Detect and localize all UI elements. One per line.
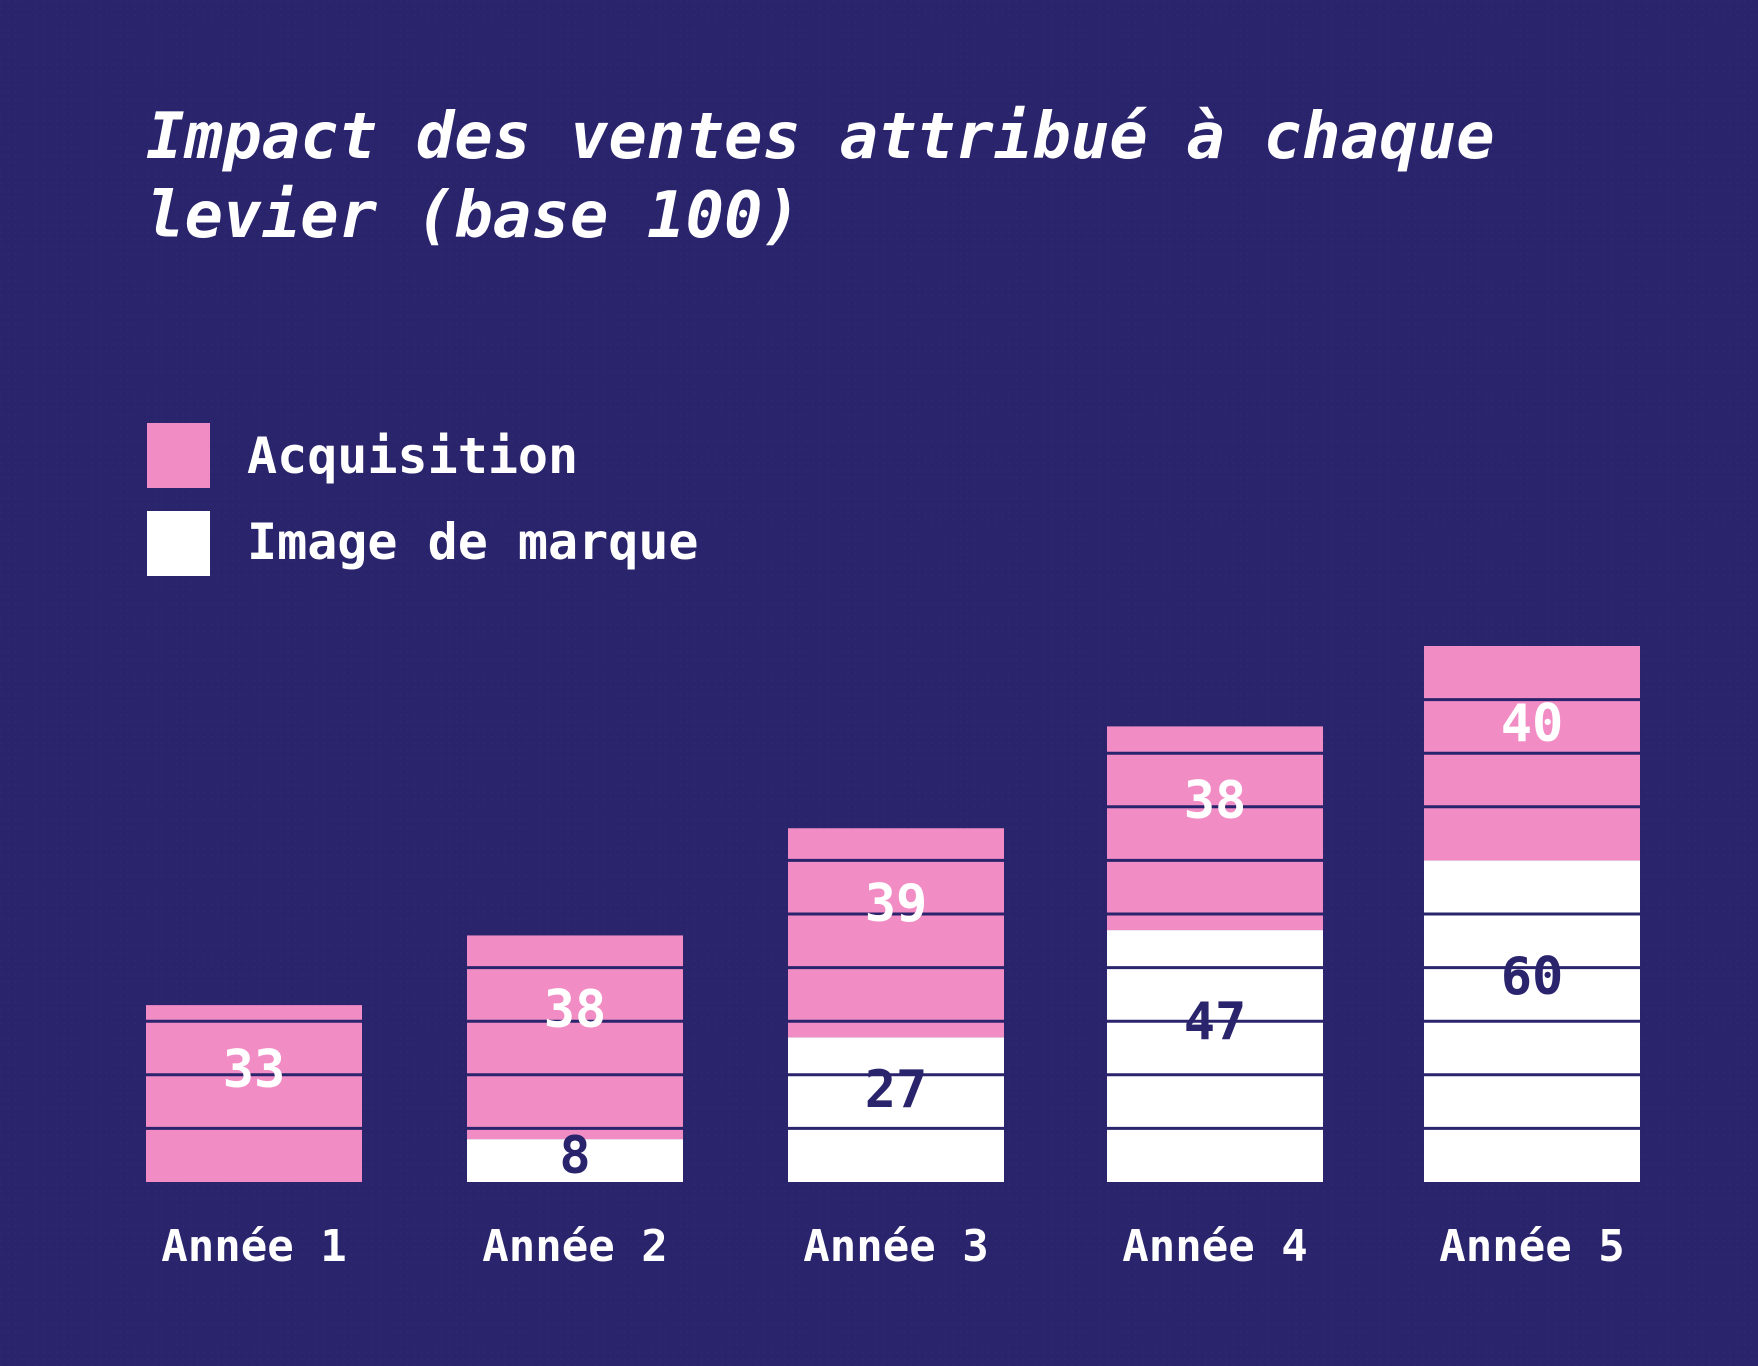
- bar-segment-image-de-marque-annee-4: [1107, 930, 1323, 1182]
- bar-group-annee-2: 8 38: [467, 935, 683, 1186]
- bar-group-annee-5: 60 40: [1424, 646, 1640, 1182]
- x-tick-label-annee-2: Année 2: [482, 1221, 667, 1272]
- legend-swatch-image-de-marque: [147, 511, 210, 576]
- data-label-acquisition-annee-4: 38: [1184, 771, 1247, 831]
- bar-segment-acquisition-annee-4: [1107, 726, 1323, 931]
- bar-segment-acquisition-annee-2: [467, 935, 683, 1140]
- bar-group-annee-4: 47 38: [1107, 726, 1323, 1182]
- chart-title: Impact des ventes attribué à chaque levi…: [146, 100, 1495, 253]
- data-label-acquisition-annee-2: 38: [544, 980, 607, 1040]
- legend: Acquisition Image de marque: [147, 423, 699, 576]
- data-label-acquisition-annee-5: 40: [1501, 694, 1564, 754]
- x-tick-label-annee-1: Année 1: [161, 1221, 346, 1272]
- legend-swatch-acquisition: [147, 423, 210, 488]
- data-label-acquisition-annee-1: 33: [223, 1040, 286, 1100]
- x-axis-labels: Année 1 Année 2 Année 3 Année 4 Année 5: [161, 1221, 1624, 1272]
- bar-segment-image-de-marque-annee-2: [467, 1139, 683, 1182]
- legend-item-image-de-marque: Image de marque: [147, 511, 699, 576]
- x-tick-label-annee-3: Année 3: [803, 1221, 988, 1272]
- data-label-image-de-marque-annee-5: 60: [1501, 947, 1564, 1007]
- bar-segment-image-de-marque-annee-3: [788, 1037, 1004, 1182]
- bar-segment-acquisition-annee-1: [146, 1005, 362, 1182]
- data-label-acquisition-annee-3: 39: [865, 874, 928, 934]
- data-label-image-de-marque-annee-2: 8: [559, 1126, 590, 1186]
- bars: 33 8 38 27 39 47 38 60 40: [146, 646, 1640, 1186]
- legend-item-acquisition: Acquisition: [147, 423, 578, 488]
- data-label-image-de-marque-annee-3: 27: [865, 1060, 928, 1120]
- bar-group-annee-3: 27 39: [788, 828, 1004, 1182]
- chart-title-line-2: levier (base 100): [146, 179, 801, 253]
- legend-label-image-de-marque: Image de marque: [247, 513, 699, 571]
- bar-group-annee-1: 33: [146, 1005, 362, 1182]
- bar-segment-acquisition-annee-3: [788, 828, 1004, 1038]
- data-label-image-de-marque-annee-4: 47: [1184, 992, 1247, 1052]
- x-tick-label-annee-4: Année 4: [1122, 1221, 1307, 1272]
- legend-label-acquisition: Acquisition: [247, 427, 578, 485]
- x-tick-label-annee-5: Année 5: [1439, 1221, 1624, 1272]
- chart-title-line-1: Impact des ventes attribué à chaque: [146, 100, 1495, 174]
